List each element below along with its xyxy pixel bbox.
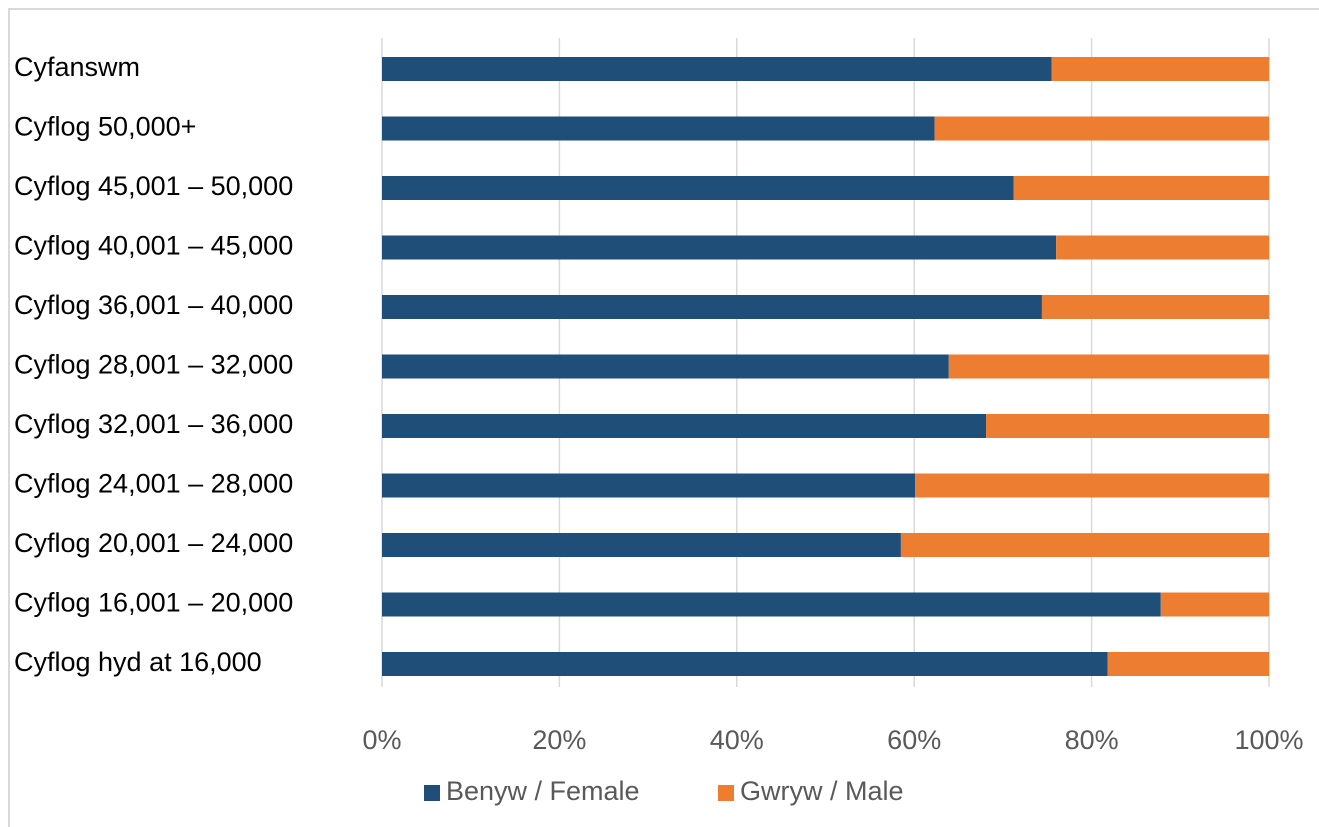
category-label: Cyflog 50,000+ <box>14 112 196 142</box>
x-tick-label: 40% <box>710 725 764 755</box>
bar-male <box>1056 235 1269 260</box>
bar-female <box>382 57 1052 81</box>
x-tick-label: 80% <box>1065 725 1119 755</box>
bar-male <box>934 116 1269 141</box>
bar-female <box>382 473 916 498</box>
frame-top-border <box>8 8 1319 10</box>
x-tick-label: 20% <box>532 725 586 755</box>
bar-male <box>1107 652 1269 676</box>
bar-male <box>1160 592 1269 617</box>
bar-female <box>382 116 935 141</box>
bar-male <box>900 533 1269 557</box>
x-tick-label: 100% <box>1234 725 1303 755</box>
bar-female <box>382 652 1108 676</box>
bar-female <box>382 414 987 438</box>
x-tick-label: 0% <box>362 725 401 755</box>
bar-female <box>382 533 901 557</box>
legend-swatch <box>424 785 440 801</box>
frame-left-border <box>8 8 10 827</box>
bar-female <box>382 235 1057 260</box>
bar-male <box>1041 295 1269 319</box>
category-label: Cyfanswm <box>14 52 140 82</box>
bar-female <box>382 176 1014 200</box>
category-label: Cyflog 16,001 – 20,000 <box>14 588 293 618</box>
bar-female <box>382 295 1042 319</box>
category-label: Cyflog 28,001 – 32,000 <box>14 350 293 380</box>
bar-female <box>382 592 1161 617</box>
bar-male <box>915 473 1269 498</box>
legend-label: Benyw / Female <box>446 776 640 806</box>
legend-swatch <box>718 785 734 801</box>
category-label: Cyflog 36,001 – 40,000 <box>14 290 293 320</box>
bar-male <box>1013 176 1269 200</box>
category-label: Cyflog 20,001 – 24,000 <box>14 528 293 558</box>
category-label: Cyflog hyd at 16,000 <box>14 647 262 677</box>
bar-male <box>986 414 1269 438</box>
bar-male <box>948 354 1269 379</box>
bar-male <box>1051 57 1269 81</box>
bar-female <box>382 354 949 379</box>
legend-label: Gwryw / Male <box>740 776 904 806</box>
x-tick-label: 60% <box>887 725 941 755</box>
category-label: Cyflog 24,001 – 28,000 <box>14 469 293 499</box>
category-label: Cyflog 32,001 – 36,000 <box>14 409 293 439</box>
category-label: Cyflog 40,001 – 45,000 <box>14 231 293 261</box>
category-label: Cyflog 45,001 – 50,000 <box>14 171 293 201</box>
